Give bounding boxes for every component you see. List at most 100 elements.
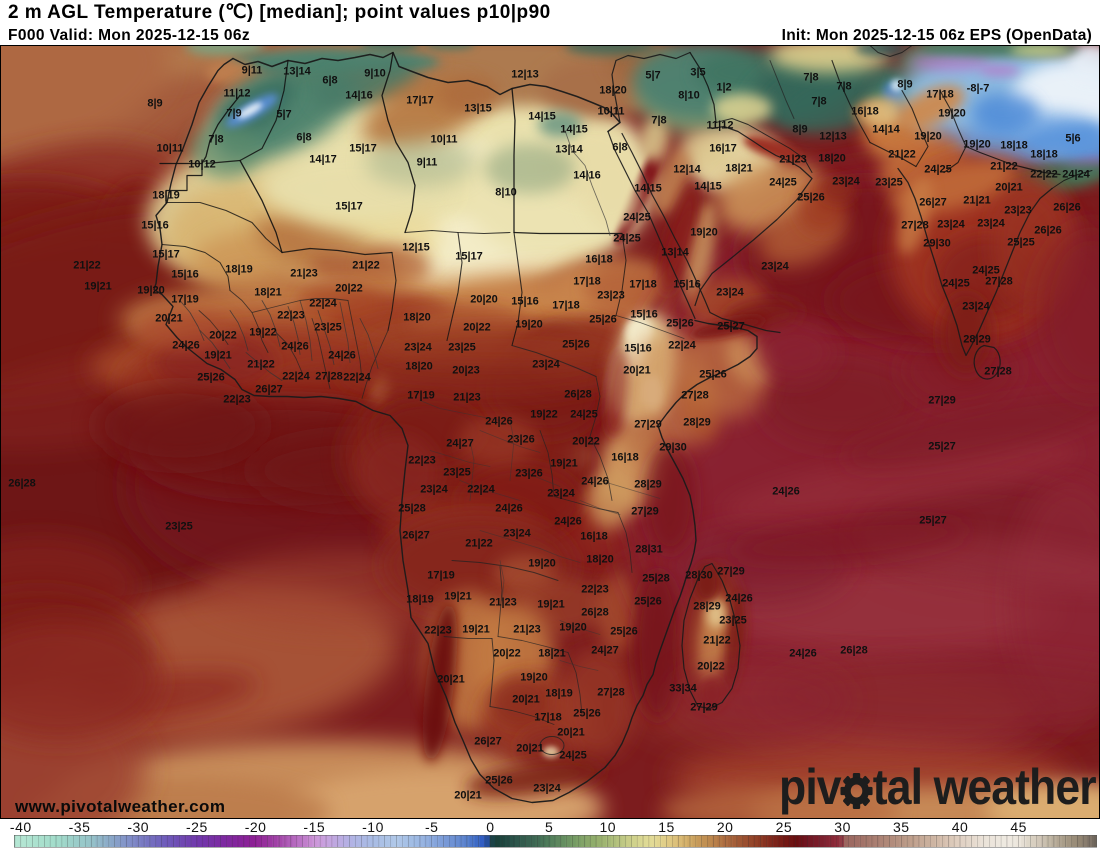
svg-text:24|25: 24|25	[942, 277, 970, 289]
svg-text:16|18: 16|18	[851, 105, 879, 117]
svg-text:23|25: 23|25	[443, 466, 471, 478]
svg-text:24|26: 24|26	[581, 475, 609, 487]
svg-text:24|25: 24|25	[972, 264, 1000, 276]
svg-text:12|15: 12|15	[402, 241, 430, 253]
svg-text:18|19: 18|19	[406, 593, 434, 605]
svg-text:21|23: 21|23	[489, 596, 517, 608]
svg-text:10|11: 10|11	[598, 105, 625, 117]
svg-text:23|24: 23|24	[962, 300, 990, 312]
svg-text:7|8: 7|8	[651, 114, 666, 126]
svg-text:19|20: 19|20	[963, 138, 991, 150]
svg-text:13|15: 13|15	[464, 102, 492, 114]
svg-text:3|5: 3|5	[690, 66, 705, 78]
svg-text:19|20: 19|20	[528, 557, 556, 569]
svg-text:19|20: 19|20	[559, 621, 587, 633]
svg-text:8|9: 8|9	[792, 123, 807, 135]
svg-text:27|29: 27|29	[634, 418, 662, 430]
svg-text:22|24: 22|24	[467, 483, 495, 495]
svg-text:24|27: 24|27	[446, 437, 474, 449]
svg-text:25|28: 25|28	[398, 502, 426, 514]
svg-text:14|16: 14|16	[573, 169, 601, 181]
svg-text:19|21: 19|21	[537, 598, 565, 610]
svg-text:24|26: 24|26	[789, 647, 817, 659]
svg-text:10|11: 10|11	[431, 133, 458, 145]
svg-text:21|22: 21|22	[352, 259, 380, 271]
svg-text:22|23: 22|23	[581, 583, 609, 595]
svg-text:20|22: 20|22	[463, 321, 491, 333]
svg-text:23|24: 23|24	[420, 483, 448, 495]
svg-text:20|22: 20|22	[209, 329, 237, 341]
svg-text:23|25: 23|25	[875, 176, 903, 188]
svg-text:7|9: 7|9	[226, 107, 241, 119]
svg-text:8|10: 8|10	[678, 89, 699, 101]
svg-text:24|25: 24|25	[769, 176, 797, 188]
svg-text:27|28: 27|28	[597, 686, 625, 698]
svg-text:14|15: 14|15	[560, 123, 588, 135]
svg-text:28|29: 28|29	[634, 478, 662, 490]
svg-text:23|26: 23|26	[515, 467, 543, 479]
svg-text:25|26: 25|26	[610, 625, 638, 637]
svg-text:24|26: 24|26	[495, 502, 523, 514]
svg-text:6|8: 6|8	[612, 141, 627, 153]
svg-text:14|15: 14|15	[694, 180, 722, 192]
svg-text:17|18: 17|18	[552, 299, 580, 311]
svg-text:19|21: 19|21	[84, 280, 112, 292]
svg-text:5|7: 5|7	[276, 108, 291, 120]
svg-text:23|25: 23|25	[165, 520, 193, 532]
svg-text:15|17: 15|17	[455, 250, 483, 262]
svg-text:25|27: 25|27	[717, 320, 745, 332]
svg-text:1|2: 1|2	[716, 81, 731, 93]
svg-text:20|21: 20|21	[623, 364, 651, 376]
svg-text:19|20: 19|20	[515, 318, 543, 330]
svg-text:17|19: 17|19	[407, 389, 435, 401]
svg-text:24|26: 24|26	[281, 340, 309, 352]
svg-text:20|22: 20|22	[493, 647, 521, 659]
svg-text:27|28: 27|28	[681, 389, 709, 401]
svg-text:22|23: 22|23	[424, 624, 452, 636]
svg-text:19|20: 19|20	[914, 130, 942, 142]
svg-text:18|20: 18|20	[599, 84, 627, 96]
svg-text:28|29: 28|29	[693, 600, 721, 612]
svg-text:18|20: 18|20	[405, 360, 433, 372]
svg-text:25|25: 25|25	[1007, 236, 1035, 248]
svg-text:23|24: 23|24	[533, 782, 561, 794]
svg-text:25|26: 25|26	[699, 368, 727, 380]
svg-text:20|21: 20|21	[557, 726, 585, 738]
svg-text:18|19: 18|19	[545, 687, 573, 699]
svg-text:19|20: 19|20	[938, 107, 966, 119]
svg-text:18|19: 18|19	[225, 263, 253, 275]
svg-text:23|23: 23|23	[597, 289, 625, 301]
svg-text:18|21: 18|21	[725, 162, 753, 174]
svg-text:7|8: 7|8	[208, 133, 223, 145]
svg-text:26|27: 26|27	[255, 383, 283, 395]
svg-text:24|25: 24|25	[924, 163, 952, 175]
svg-text:12|13: 12|13	[819, 130, 847, 142]
svg-text:8|9: 8|9	[147, 97, 162, 109]
svg-text:9|11: 9|11	[417, 156, 438, 168]
svg-text:18|19: 18|19	[152, 189, 180, 201]
svg-text:27|29: 27|29	[928, 394, 956, 406]
svg-text:19|21: 19|21	[550, 457, 578, 469]
svg-text:16|17: 16|17	[709, 142, 737, 154]
svg-text:18|21: 18|21	[538, 647, 566, 659]
svg-text:16|18: 16|18	[580, 530, 608, 542]
svg-text:28|31: 28|31	[635, 543, 663, 555]
svg-text:25|28: 25|28	[642, 572, 670, 584]
svg-text:28|30: 28|30	[685, 569, 713, 581]
svg-text:7|8: 7|8	[836, 80, 851, 92]
svg-text:15|16: 15|16	[511, 295, 539, 307]
svg-text:15|17: 15|17	[335, 200, 363, 212]
svg-text:23|24: 23|24	[977, 217, 1005, 229]
svg-text:24|26: 24|26	[725, 592, 753, 604]
svg-text:9|11: 9|11	[242, 64, 263, 76]
svg-text:23|24: 23|24	[716, 286, 744, 298]
svg-text:24|24: 24|24	[1062, 168, 1090, 180]
svg-text:22|24: 22|24	[309, 297, 337, 309]
svg-text:17|18: 17|18	[573, 275, 601, 287]
svg-text:20|21: 20|21	[995, 181, 1023, 193]
svg-text:17|18: 17|18	[534, 711, 562, 723]
svg-text:20|21: 20|21	[512, 693, 540, 705]
svg-text:27|29: 27|29	[631, 505, 659, 517]
svg-text:25|26: 25|26	[573, 707, 601, 719]
svg-text:25|27: 25|27	[919, 514, 947, 526]
